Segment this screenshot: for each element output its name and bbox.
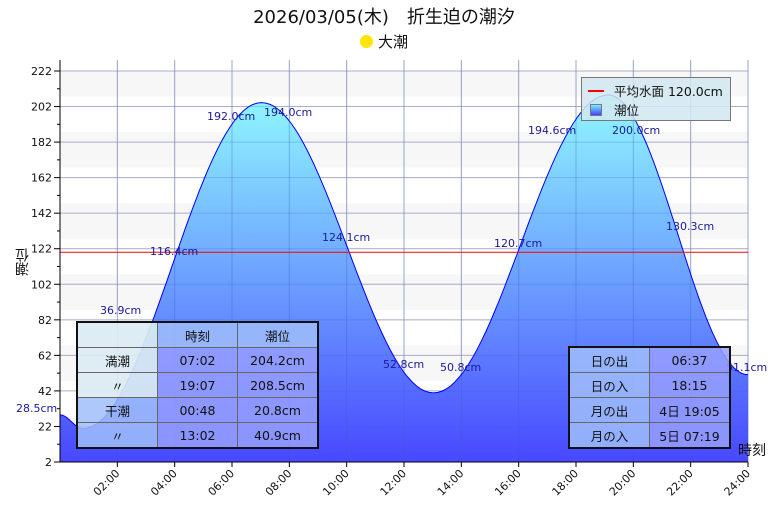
point-value-label: 51.1cm: [726, 361, 768, 374]
point-value-label: 124.1cm: [322, 231, 371, 244]
cell: 月の入: [568, 422, 650, 449]
table-header-row: 時刻 潮位: [76, 321, 319, 348]
legend-item-mean-level: 平均水面 120.0cm: [588, 81, 723, 100]
table-row: 〃 19:07 208.5cm: [76, 372, 319, 398]
cell: 4日 19:05: [649, 397, 731, 423]
cell: 13:02: [157, 422, 238, 449]
cell: 07:02: [157, 347, 238, 373]
x-tick-label: 02:00: [91, 467, 123, 499]
point-value-label: 50.8cm: [440, 361, 482, 374]
y-tick-label: 142: [31, 207, 52, 220]
x-tick-label: 12:00: [378, 467, 410, 499]
x-tick-label: 04:00: [148, 467, 180, 499]
point-value-label: 194.6cm: [528, 124, 577, 137]
cell: 20.8cm: [237, 397, 319, 423]
cell: 〃: [76, 372, 158, 398]
y-tick-label: 222: [31, 65, 52, 78]
y-tick-label: 2: [45, 456, 52, 469]
table-row: 月の出 4日 19:05: [568, 397, 731, 423]
point-value-label: 116.4cm: [150, 245, 199, 258]
point-value-label: 52.8cm: [383, 358, 425, 371]
x-tick-label: 10:00: [320, 467, 352, 499]
y-tick-label: 182: [31, 136, 52, 149]
y-tick-label: 82: [38, 314, 52, 327]
y-tick-label: 22: [38, 420, 52, 433]
legend-item-tide: 潮位: [588, 100, 639, 119]
x-tick-label: 08:00: [263, 467, 295, 499]
point-value-label: 200.0cm: [612, 124, 661, 137]
cell: 日の出: [568, 346, 650, 373]
moon-phase-icon: [359, 35, 373, 48]
table-row: 干潮 00:48 20.8cm: [76, 397, 319, 423]
x-tick-label: 22:00: [664, 467, 696, 499]
cell: 00:48: [157, 397, 238, 423]
x-axis-label: 時刻: [738, 443, 766, 459]
x-tick-label: 18:00: [550, 467, 582, 499]
cell: 日の入: [568, 372, 650, 398]
legend-label: 平均水面 120.0cm: [614, 84, 723, 99]
x-tick-label: 20:00: [607, 467, 639, 499]
point-value-label: 192.0cm: [207, 110, 256, 123]
x-tick-label: 14:00: [435, 467, 467, 499]
cell: 208.5cm: [237, 372, 319, 398]
cell: 〃: [76, 422, 158, 449]
y-tick-label: 162: [31, 172, 52, 185]
y-tick-label: 202: [31, 101, 52, 114]
legend: 平均水面 120.0cm 潮位: [581, 77, 731, 121]
table-row: 月の入 5日 07:19: [568, 422, 731, 449]
point-value-label: 194.0cm: [264, 106, 313, 119]
x-tick-label: 24:00: [722, 467, 754, 499]
table-row: 日の出 06:37: [568, 346, 731, 373]
cell: 40.9cm: [237, 422, 319, 449]
point-value-label: 130.3cm: [666, 220, 715, 233]
y-tick-label: 42: [38, 385, 52, 398]
x-tick-label: 06:00: [206, 467, 238, 499]
point-value-label: 36.9cm: [100, 304, 142, 317]
header-cell: [76, 321, 158, 348]
moon-phase: 大潮: [0, 31, 768, 52]
cell: 06:37: [649, 346, 731, 373]
y-tick-label: 102: [31, 278, 52, 291]
cell: 18:15: [649, 372, 731, 398]
cell: 月の出: [568, 397, 650, 423]
cell: 5日 07:19: [649, 422, 731, 449]
moon-phase-label: 大潮: [377, 33, 408, 51]
cell: 干潮: [76, 397, 158, 423]
cell: 204.2cm: [237, 347, 319, 373]
red-line-icon: [588, 89, 604, 92]
y-tick-label: 122: [31, 243, 52, 256]
x-tick-label: 16:00: [492, 467, 524, 499]
chart-title: 2026/03/05(木) 折生迫の潮汐: [253, 7, 515, 28]
y-tick-label: 62: [38, 349, 52, 362]
tide-table: 時刻 潮位 満潮 07:02 204.2cm 〃 19:07 208.5cm 干潮 00:…: [76, 321, 319, 449]
cell: 満潮: [76, 347, 158, 373]
table-row: 日の入 18:15: [568, 372, 731, 398]
point-value-label: 120.7cm: [494, 237, 543, 250]
y-axis-label: 潮位: [15, 248, 31, 276]
point-value-label: 28.5cm: [16, 402, 58, 415]
table-row: 〃 13:02 40.9cm: [76, 422, 319, 449]
cell: 19:07: [157, 372, 238, 398]
header-cell: 時刻: [157, 321, 238, 348]
table-row: 満潮 07:02 204.2cm: [76, 347, 319, 373]
sun-moon-table: 日の出 06:37 日の入 18:15 月の出 4日 19:05 月の入 5日 07:1…: [568, 346, 731, 449]
legend-label: 潮位: [614, 103, 640, 118]
header-cell: 潮位: [237, 321, 319, 348]
area-swatch-icon: [590, 103, 602, 116]
